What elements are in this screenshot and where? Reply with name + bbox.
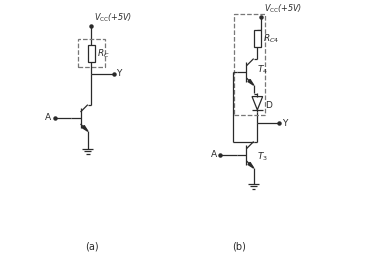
Text: Y: Y xyxy=(116,69,121,78)
Bar xyxy=(78,39,105,67)
Text: $R_C$: $R_C$ xyxy=(97,47,109,60)
Text: D: D xyxy=(265,101,272,110)
Polygon shape xyxy=(248,79,254,85)
Text: $T_3$: $T_3$ xyxy=(257,150,267,163)
Polygon shape xyxy=(248,162,254,168)
Text: (b): (b) xyxy=(232,242,246,252)
Bar xyxy=(234,14,265,115)
Bar xyxy=(88,45,95,62)
Text: Y: Y xyxy=(282,119,287,128)
Text: $V_{\rm CC}$(+5V): $V_{\rm CC}$(+5V) xyxy=(264,3,302,15)
Text: A: A xyxy=(211,150,217,159)
Text: $V_{\rm CC}$(+5V): $V_{\rm CC}$(+5V) xyxy=(94,12,133,24)
Text: A: A xyxy=(45,114,51,123)
Text: $R_{C4}$: $R_{C4}$ xyxy=(262,33,279,45)
Polygon shape xyxy=(82,125,88,131)
Bar xyxy=(254,30,261,47)
Text: $T_4$: $T_4$ xyxy=(257,64,268,76)
Text: (a): (a) xyxy=(85,242,98,252)
